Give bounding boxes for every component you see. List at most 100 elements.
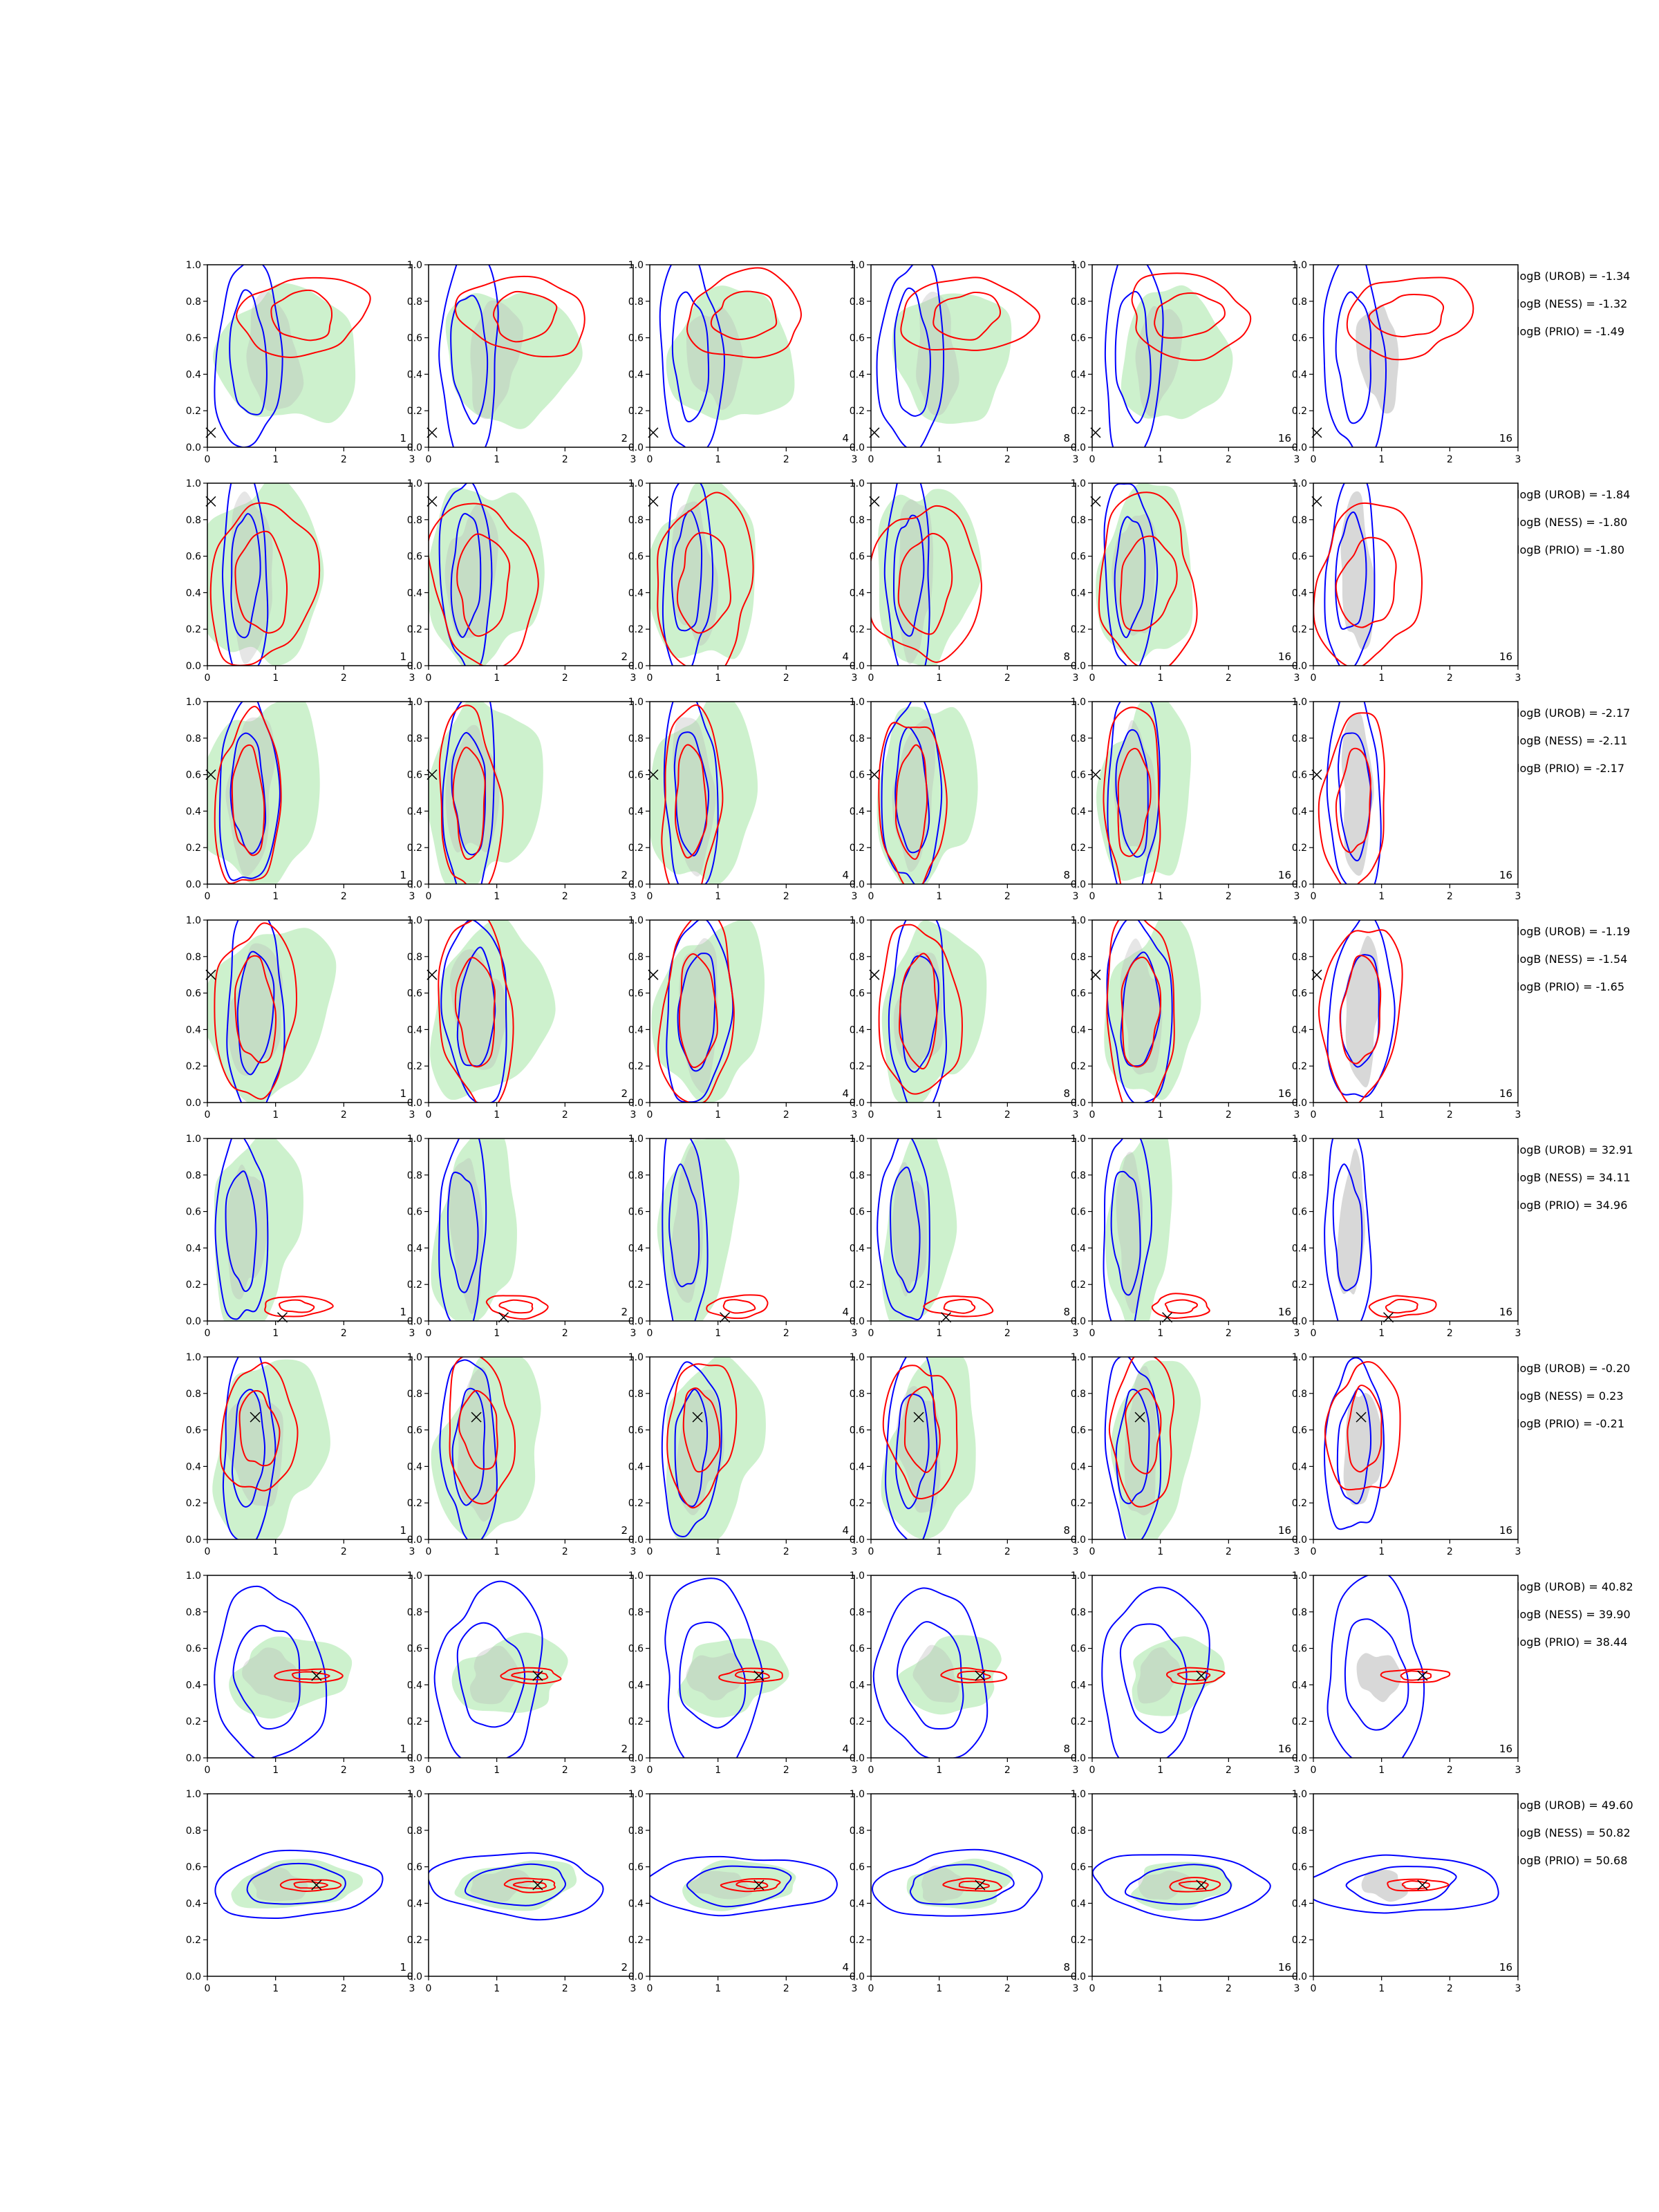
logb-label: logB (NESS) = 50.82 — [1517, 1826, 1631, 1839]
y-tick-label: 0.2 — [1071, 1935, 1086, 1946]
posterior-fill-gray — [1345, 935, 1380, 1088]
y-tick-label: 0.4 — [628, 1243, 644, 1254]
panel-r7-c2: 0 1 2 30.00.20.40.60.81.02 — [407, 1571, 637, 1776]
contour-red-2 — [1125, 1387, 1162, 1474]
y-tick-label: 0.4 — [1071, 369, 1086, 380]
panel-r3-c1: 0 1 2 3 0.0 0.2 0.4 0.6 0.8 1.0 1 — [186, 697, 415, 902]
contour-blue-1 — [1327, 1575, 1425, 1758]
x-tick-label: 3 — [852, 454, 858, 465]
posterior-fill-gray — [242, 1647, 302, 1703]
contour-blue-2 — [910, 1864, 1015, 1905]
panel-r2-c6: 0 1 2 30.00.20.40.60.81.016 — [1292, 478, 1521, 684]
contour-red-2 — [932, 291, 1001, 341]
y-tick-label: 1.0 — [628, 1571, 644, 1582]
contour-red-1 — [1106, 920, 1175, 1103]
true-value-marker — [753, 1670, 765, 1681]
posterior-fill-gray — [1138, 1870, 1192, 1900]
y-tick-label: 1.0 — [628, 697, 644, 708]
y-tick-label: 0.6 — [186, 1425, 201, 1436]
panel-r1-c2: 0 1 2 30.00.20.40.60.81.02 — [407, 260, 637, 465]
y-tick-label: 0.8 — [186, 1170, 201, 1181]
posterior-fill-gray — [1114, 720, 1157, 859]
logb-label: logB (PRIO) = -1.80 — [1517, 543, 1624, 556]
y-tick-label: 0.0 — [1292, 442, 1307, 453]
y-tick-label: 0.2 — [1071, 624, 1086, 635]
true-value-marker — [1417, 1880, 1428, 1891]
contour-blue-1 — [1313, 1854, 1499, 1914]
x-tick-label: 1 — [1378, 1109, 1385, 1121]
y-tick-label: 1.0 — [1071, 915, 1086, 926]
x-tick-label: 3 — [630, 1109, 637, 1121]
contour-blue-2 — [895, 1394, 930, 1510]
contour-blue-2 — [246, 1862, 346, 1905]
y-tick-label: 0.0 — [407, 1971, 422, 1983]
x-tick-label: 3 — [1515, 673, 1521, 684]
axes-frame — [649, 264, 855, 448]
x-tick-label: 3 — [409, 891, 415, 902]
contour-red-1 — [274, 1668, 344, 1684]
contour-blue-2 — [230, 513, 261, 639]
y-tick-label: 0.0 — [186, 1535, 201, 1546]
y-tick-label: 0.8 — [628, 297, 644, 308]
x-tick-label: 2 — [341, 1109, 347, 1121]
panel-label: 16 — [1278, 1743, 1291, 1755]
contour-blue-2 — [668, 1163, 700, 1288]
x-tick-label: 3 — [1515, 1546, 1521, 1557]
axes-frame — [1091, 701, 1297, 885]
y-tick-label: 0.2 — [407, 1061, 422, 1072]
x-tick-label: 0 — [426, 1328, 432, 1339]
posterior-fill-green — [1121, 285, 1233, 420]
y-tick-label: 1.0 — [1071, 1134, 1086, 1145]
contour-blue-2 — [225, 1170, 257, 1292]
contour-red-2 — [1121, 956, 1162, 1068]
contour-red-2 — [234, 955, 277, 1064]
x-tick-label: 3 — [1073, 1765, 1079, 1776]
y-tick-label: 0.2 — [186, 1935, 201, 1946]
x-tick-label: 1 — [1157, 673, 1163, 684]
y-tick-label: 1.0 — [628, 478, 644, 489]
x-tick-label: 3 — [1515, 891, 1521, 902]
contour-red-1 — [279, 1878, 342, 1892]
contour-red-2 — [1339, 955, 1382, 1065]
x-tick-label: 3 — [1294, 673, 1300, 684]
x-tick-label: 1 — [1157, 1983, 1163, 1994]
y-tick-label: 0.6 — [1071, 333, 1086, 344]
x-tick-label: 0 — [868, 891, 874, 902]
contour-red-1 — [871, 505, 982, 664]
contour-red-1 — [686, 267, 802, 359]
y-tick-label: 0.8 — [186, 1826, 201, 1837]
contour-blue-1 — [442, 702, 496, 884]
x-tick-label: 2 — [1004, 1765, 1011, 1776]
x-tick-label: 3 — [1515, 1328, 1521, 1339]
posterior-fill-gray — [1120, 938, 1163, 1075]
y-tick-label: 0.8 — [1071, 733, 1086, 744]
y-tick-label: 0.6 — [850, 1862, 865, 1873]
y-tick-label: 0.4 — [1292, 1024, 1307, 1035]
true-value-marker — [753, 1880, 765, 1891]
panel-label: 16 — [1278, 1306, 1291, 1318]
y-tick-label: 0.6 — [186, 333, 201, 344]
posterior-fill-gray — [445, 724, 500, 853]
y-tick-label: 1.0 — [1292, 915, 1307, 926]
contour-blue-1 — [1324, 1138, 1372, 1321]
y-tick-label: 0.2 — [850, 1280, 865, 1291]
y-tick-label: 0.4 — [1071, 588, 1086, 599]
axes-frame — [207, 482, 413, 666]
y-tick-label: 0.6 — [628, 988, 644, 1000]
x-tick-label: 1 — [494, 454, 500, 465]
y-tick-label: 0.2 — [628, 1498, 644, 1509]
contour-blue-2 — [1114, 516, 1146, 639]
posterior-fill-green — [881, 920, 987, 1103]
y-tick-label: 0.6 — [407, 333, 422, 344]
panel-label: 8 — [1063, 1743, 1070, 1755]
posterior-fill-gray — [470, 1868, 532, 1902]
x-tick-label: 0 — [205, 1765, 211, 1776]
axes-frame — [1313, 1793, 1519, 1977]
y-tick-label: 0.2 — [850, 1716, 865, 1727]
x-tick-label: 3 — [852, 1983, 858, 1994]
logb-label: logB (NESS) = -1.32 — [1517, 297, 1627, 310]
y-tick-label: 0.8 — [628, 1826, 644, 1837]
y-tick-label: 1.0 — [1292, 697, 1307, 708]
panel-label: 16 — [1499, 650, 1512, 663]
